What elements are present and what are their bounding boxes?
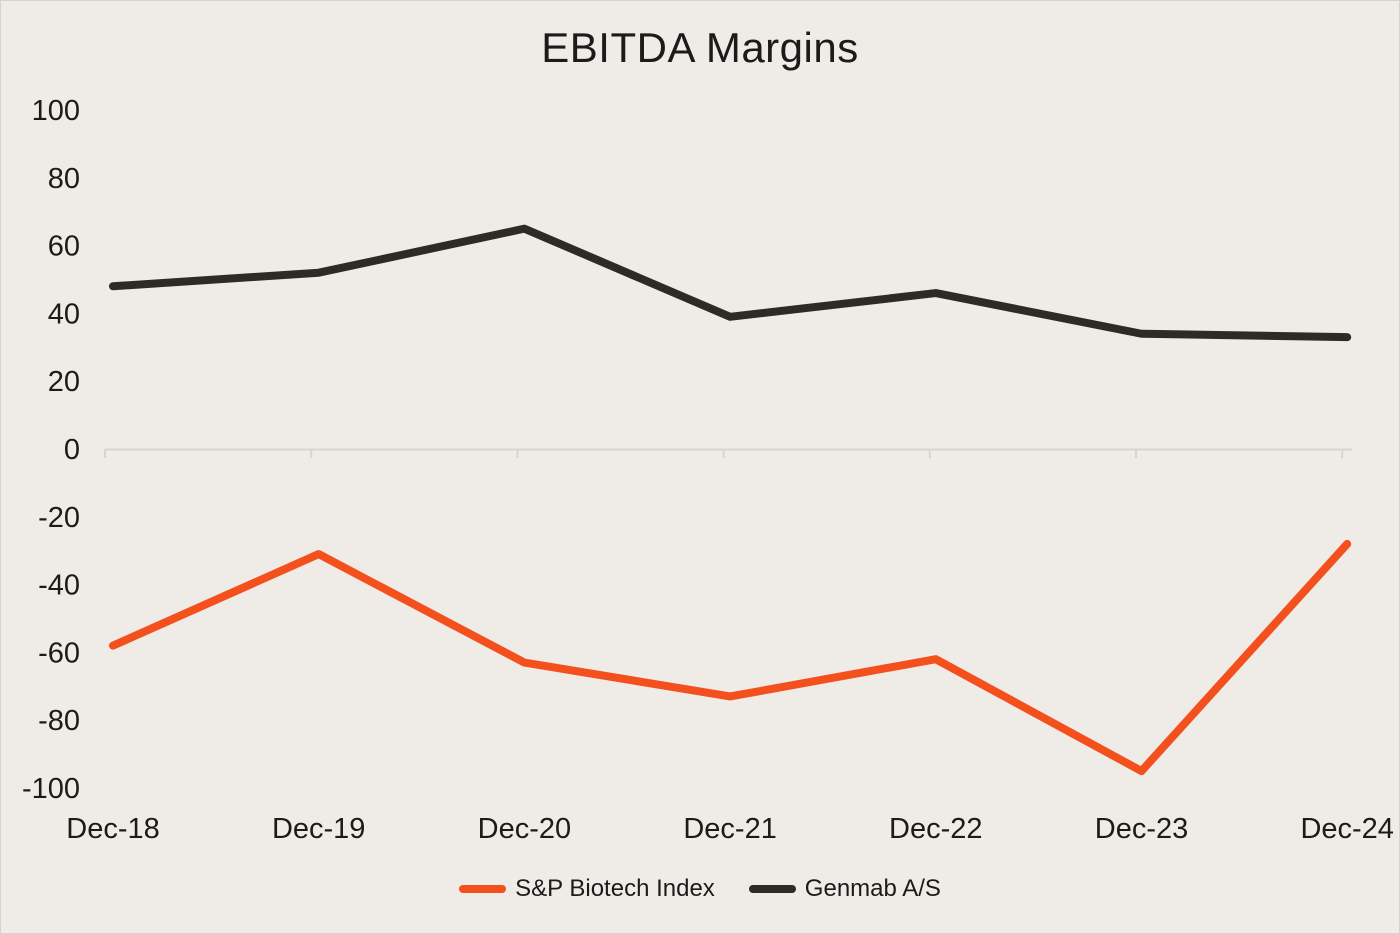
legend-label: Genmab A/S	[804, 875, 941, 902]
y-axis-tick-label: -60	[38, 637, 80, 669]
y-axis-tick-label: -40	[38, 570, 80, 602]
y-axis-tick-label: 20	[48, 366, 80, 398]
y-axis-tick-label: 60	[48, 231, 80, 263]
x-axis-tick-label: Dec-24	[1300, 813, 1394, 845]
y-axis-tick-label: 100	[32, 95, 80, 127]
chart-legend: S&P Biotech Index Genmab A/S	[0, 866, 1400, 912]
x-axis-tick-label: Dec-21	[683, 813, 777, 845]
legend-label: S&P Biotech Index	[515, 875, 715, 902]
y-axis-tick-label: -20	[38, 502, 80, 534]
x-axis-tick-label: Dec-22	[889, 813, 983, 845]
series-line-s-p-biotech-index	[109, 539, 1352, 776]
legend-item-genmab: Genmab A/S	[748, 875, 941, 903]
chart-title: EBITDA Margins	[541, 24, 859, 71]
y-axis-tick-label: -80	[38, 705, 80, 737]
y-axis-tick-label: 40	[48, 298, 80, 330]
line-swatch-icon	[748, 885, 796, 893]
y-axis-tick-label: 0	[64, 434, 80, 466]
legend-item-sp-biotech-index: S&P Biotech Index	[459, 875, 715, 903]
x-axis-tick-label: Dec-19	[272, 813, 366, 845]
x-axis-tick-label: Dec-20	[478, 813, 572, 845]
line-swatch-icon	[459, 885, 507, 893]
y-axis-tick-label: 80	[48, 163, 80, 195]
x-axis-tick-label: Dec-23	[1095, 813, 1189, 845]
x-axis-tick-label: Dec-18	[66, 813, 160, 845]
y-axis-tick-label: -100	[22, 773, 80, 805]
series-line-genmab-a-s	[109, 224, 1352, 342]
